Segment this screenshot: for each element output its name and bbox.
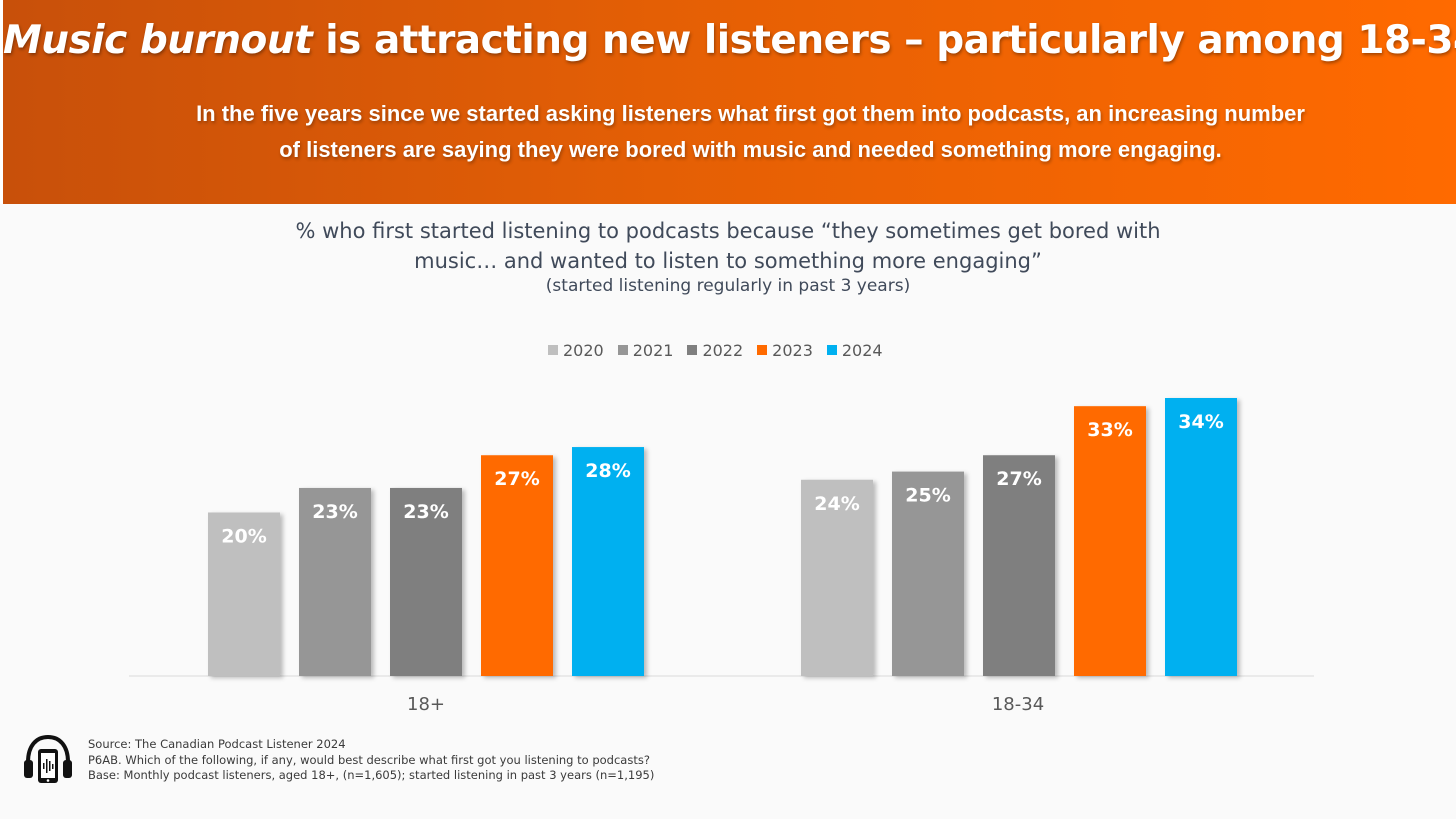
legend-item-2022: 2022	[687, 341, 743, 360]
legend-label: 2022	[702, 340, 744, 360]
chart-subtitle: (started listening regularly in past 3 y…	[545, 276, 911, 296]
bar-label-2023-18-34: 33%	[1087, 419, 1132, 441]
legend-label: 2020	[563, 340, 604, 360]
bar-label-2024-18+: 28%	[585, 460, 630, 482]
bar-label-2020-18-34: 24%	[814, 493, 859, 515]
legend-label: 2023	[772, 340, 813, 360]
header-banner: Music burnout is attracting new listener…	[3, 0, 1456, 204]
bar-label-group: 20% 23% 23% 27% 28% 24% 25% 27% 33% 34%	[221, 411, 1223, 547]
page-title-rest: is attracting new listeners – particular…	[312, 18, 1456, 63]
legend-swatch	[826, 345, 837, 355]
bar-2022-18+	[390, 487, 462, 676]
bar-2022-18-34	[983, 455, 1055, 676]
page-title-emphasis: Music burnout	[3, 18, 313, 63]
page-subtitle-line2: of listeners are saying they were bored …	[279, 137, 1222, 162]
legend-swatch	[617, 345, 628, 355]
bar-label-2020-18+: 20%	[221, 525, 266, 547]
footer-base: Base: Monthly podcast listeners, aged 18…	[88, 768, 655, 782]
chart-title-line2: music… and wanted to listen to something…	[414, 249, 1042, 273]
legend-swatch	[757, 345, 768, 355]
bar-label-2022-18-34: 27%	[996, 468, 1041, 490]
legend-swatch	[687, 345, 698, 355]
page-subtitle-line1: In the five years since we started askin…	[196, 101, 1305, 126]
page-subtitle: In the five years since we started askin…	[103, 96, 1398, 168]
bar-label-2022-18+: 23%	[403, 501, 448, 523]
headphones-phone-icon	[24, 734, 72, 783]
bar-2024-18-34	[1165, 398, 1237, 676]
chart-title: % who first started listening to podcast…	[230, 216, 1226, 276]
footer-question: P6AB. Which of the following, if any, wo…	[88, 752, 650, 767]
bar-group	[208, 398, 1237, 676]
legend-label: 2021	[632, 340, 674, 360]
legend-item-2020: 2020	[548, 341, 604, 360]
bar-label-2023-18+: 27%	[494, 468, 539, 490]
legend-item-2024: 2024	[826, 340, 883, 360]
bar-2023-18+	[481, 455, 553, 676]
bar-2021-18+	[299, 487, 371, 676]
bar-2024-18+	[572, 447, 644, 676]
footer-source: Source: The Canadian Podcast Listener 20…	[88, 737, 346, 751]
bar-2020-18-34	[801, 479, 873, 676]
category-label-18-34: 18-34	[992, 694, 1044, 715]
bar-2020-18+	[208, 512, 280, 676]
bar-label-2021-18-34: 25%	[905, 485, 950, 507]
chart-title-line1: % who first started listening to podcast…	[295, 219, 1161, 243]
legend-item-2021: 2021	[617, 340, 674, 360]
legend-item-2023: 2023	[757, 341, 813, 360]
footer-notes: Source: The Canadian Podcast Listener 20…	[88, 737, 654, 784]
legend-label: 2024	[841, 340, 883, 360]
legend-swatch	[548, 345, 558, 355]
chart-legend: 2020 2021 2022 2023 2024	[548, 339, 883, 361]
page-title: Music burnout is attracting new listener…	[3, 18, 1456, 63]
bar-label-2021-18+: 23%	[312, 501, 357, 523]
category-label-18plus: 18+	[407, 694, 445, 715]
bar-2021-18-34	[892, 471, 964, 676]
bar-2023-18-34	[1074, 406, 1146, 676]
bar-label-2024-18-34: 34%	[1178, 411, 1223, 433]
